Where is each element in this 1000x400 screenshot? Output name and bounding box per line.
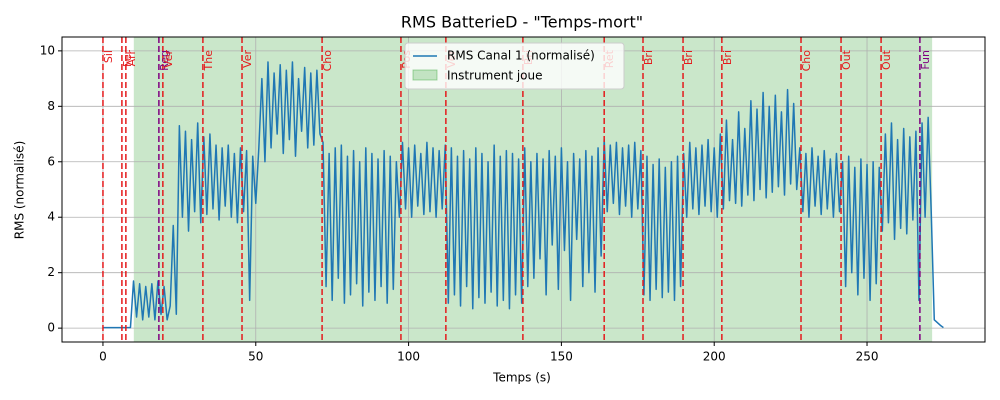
marker-label: Cho (800, 50, 813, 72)
marker-label: Reg (158, 50, 171, 71)
marker-label: Fun (919, 50, 932, 70)
legend-label: Instrument joue (447, 69, 543, 83)
x-tick-label: 0 (99, 350, 107, 364)
marker-label: Arr (125, 50, 138, 67)
x-axis-label: Temps (s) (492, 371, 551, 385)
marker-label: Out (840, 49, 853, 70)
x-tick-label: 50 (248, 350, 263, 364)
legend-label: RMS Canal 1 (normalisé) (447, 49, 595, 63)
marker-label: Cho (321, 50, 334, 72)
y-axis-label: RMS (normalisé) (13, 141, 27, 240)
legend-box (404, 42, 625, 90)
data-line (102, 61, 944, 329)
marker-label: Out (880, 49, 893, 70)
marker-label: Bri (682, 50, 695, 65)
marker-label: The (202, 50, 215, 72)
x-tick-label: 150 (550, 350, 573, 364)
y-tick-label: 0 (47, 321, 55, 335)
marker-label: Bri (642, 50, 655, 65)
marker-label: Ver (162, 50, 175, 68)
x-tick-label: 200 (703, 350, 726, 364)
marker-label: Sil (102, 50, 115, 63)
x-tick-label: 100 (397, 350, 420, 364)
legend: RMS Canal 1 (normalisé) Instrument joue (404, 42, 625, 90)
marker-label: Fer (121, 50, 134, 67)
marker-label: Bri (721, 50, 734, 65)
y-tick-label: 8 (47, 99, 55, 113)
y-tick-label: 4 (47, 210, 55, 224)
legend-patch (412, 69, 438, 81)
chart-title: RMS BatterieD - "Temps-mort" (401, 13, 643, 32)
y-tick-label: 2 (47, 265, 55, 279)
x-tick-label: 250 (856, 350, 879, 364)
marker-label: Ver (241, 50, 254, 68)
axes-frame (61, 36, 986, 343)
y-tick-label: 6 (47, 154, 55, 168)
y-tick-label: 10 (40, 43, 55, 57)
